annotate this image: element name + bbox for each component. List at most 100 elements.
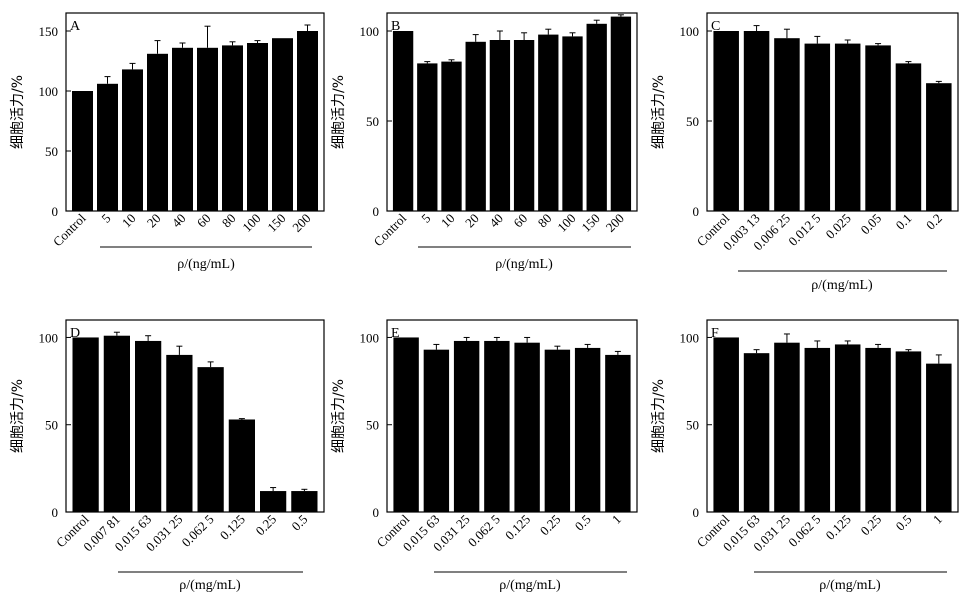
x-tick-label: 10	[438, 211, 458, 231]
bar	[834, 344, 861, 512]
y-axis-label: 细胞活力/%	[10, 379, 26, 453]
bar	[197, 47, 218, 211]
x-tick-label: 0.025	[823, 211, 854, 242]
bar	[774, 342, 800, 512]
y-axis-label: 细胞活力/%	[331, 75, 347, 149]
bar	[804, 43, 831, 211]
x-tick-label: 80	[535, 211, 555, 231]
x-tick-label: 0.012 5	[785, 211, 823, 249]
x-tick-label: 0.5	[892, 512, 914, 534]
y-tick-label: 0	[693, 204, 700, 219]
bar	[197, 367, 224, 512]
x-tick-label: 200	[603, 211, 627, 235]
bar	[562, 36, 583, 212]
x-tick-label: 0.125	[217, 512, 248, 543]
x-tick-label: 0.5	[288, 512, 310, 534]
y-axis-label: 细胞活力/%	[651, 379, 667, 453]
x-axis-label: ρ/(mg/mL)	[811, 278, 873, 293]
bar	[513, 40, 535, 211]
x-tick-label: 100	[554, 211, 578, 235]
bar	[393, 337, 419, 512]
bar	[122, 69, 143, 212]
bar	[713, 31, 739, 211]
bar	[260, 491, 287, 512]
x-tick-label: 0.25	[537, 512, 564, 539]
bar	[774, 38, 800, 212]
bar	[538, 34, 559, 211]
bar	[97, 83, 118, 211]
bar	[743, 353, 770, 512]
y-tick-label: 150	[39, 24, 59, 39]
x-tick-label: 0.125	[823, 512, 854, 543]
bar	[272, 38, 293, 212]
bar	[166, 354, 193, 512]
x-tick-label: 5	[418, 211, 433, 226]
bar	[743, 31, 770, 211]
bar	[441, 61, 462, 211]
x-axis-label: ρ/(mg/mL)	[179, 578, 241, 593]
bar	[297, 31, 318, 211]
x-tick-label: 0.062 5	[785, 512, 823, 550]
bar	[423, 349, 450, 512]
panel-label: D	[70, 326, 80, 341]
x-tick-label: 60	[510, 211, 530, 231]
bar	[865, 347, 891, 512]
bar	[605, 354, 631, 512]
y-axis-label: 细胞活力/%	[331, 379, 347, 453]
bar	[926, 363, 952, 512]
y-tick-label: 0	[52, 204, 59, 219]
bar	[453, 340, 480, 512]
y-tick-label: 50	[366, 114, 379, 129]
bar	[804, 347, 831, 512]
panel-label: A	[70, 19, 81, 34]
y-tick-label: 100	[39, 330, 59, 345]
bar	[135, 340, 162, 512]
x-tick-label: 80	[219, 211, 239, 231]
x-tick-label: 0.05	[857, 211, 884, 238]
x-tick-label: 10	[119, 211, 139, 231]
bar	[610, 16, 632, 211]
y-tick-label: 50	[45, 144, 58, 159]
y-tick-label: 100	[680, 24, 700, 39]
x-tick-label: 150	[578, 211, 602, 235]
x-tick-label: 60	[194, 211, 214, 231]
plot-frame	[65, 319, 325, 513]
x-tick-label: 0.2	[923, 211, 945, 233]
bar	[926, 83, 952, 211]
x-axis-label: ρ/(mg/mL)	[499, 578, 561, 593]
panel-label: C	[711, 19, 720, 34]
x-tick-label: 100	[239, 211, 263, 235]
bar	[834, 43, 861, 211]
bar	[586, 23, 607, 211]
x-tick-label: 1	[930, 512, 945, 527]
bar	[895, 63, 922, 212]
x-tick-label: 40	[169, 211, 189, 231]
x-tick-label: 0.062 5	[465, 512, 503, 550]
y-tick-label: 0	[693, 505, 700, 520]
panel-label: E	[391, 326, 400, 341]
y-axis-label: 细胞活力/%	[651, 75, 667, 149]
bar	[291, 491, 318, 512]
x-tick-label: 0.5	[572, 512, 594, 534]
bar	[72, 337, 99, 512]
y-tick-label: 50	[686, 418, 699, 433]
y-tick-label: 0	[373, 505, 380, 520]
x-tick-label: 0.1	[892, 211, 914, 233]
x-tick-label: 0.125	[502, 512, 533, 543]
bar	[514, 342, 540, 512]
x-tick-label: 40	[486, 211, 506, 231]
x-tick-label: 1	[609, 512, 624, 527]
plot-frame	[706, 319, 959, 513]
x-tick-label: 200	[289, 211, 313, 235]
bar	[172, 47, 193, 211]
bar	[465, 41, 486, 211]
bar	[72, 91, 93, 211]
y-tick-label: 100	[680, 330, 700, 345]
